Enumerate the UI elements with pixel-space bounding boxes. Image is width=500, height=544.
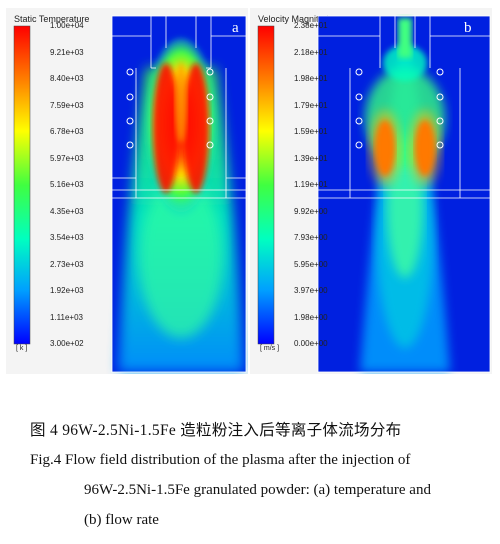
velocity-tick-label: 3.97e+00 xyxy=(294,286,328,295)
velocity-figure xyxy=(257,15,491,373)
velocity-tick-label: 1.79e+01 xyxy=(294,100,328,110)
velocity-tick-label: 1.98e+01 xyxy=(294,74,328,83)
panel-label-a: a xyxy=(232,20,239,36)
injector-holes-b xyxy=(355,68,444,149)
temperature-tick-label: 7.59e+03 xyxy=(50,100,84,110)
velocity-tick-label: 9.92e+00 xyxy=(294,206,328,216)
velocity-tick-label: 7.93e+00 xyxy=(294,233,328,242)
temperature-colorbar xyxy=(13,25,31,345)
caption-english-line-1: Fig.4 Flow field distribution of the pla… xyxy=(30,452,411,468)
velocity-tick-label: 2.18e+01 xyxy=(294,47,328,57)
velocity-tick-label: 2.38e+01 xyxy=(294,21,328,30)
temperature-tick-label: 1.11e+03 xyxy=(50,312,83,322)
temperature-tick-label: 3.54e+03 xyxy=(50,233,84,242)
velocity-panel: Velocity Magnitude xyxy=(250,8,492,374)
temperature-tick-label: 6.78e+03 xyxy=(50,127,84,136)
temperature-panel: Static Temperature xyxy=(6,8,248,374)
velocity-tick-label: 1.98e+00 xyxy=(294,312,328,322)
temperature-figure xyxy=(13,15,247,373)
temperature-tick-label: 2.73e+03 xyxy=(50,259,84,269)
velocity-colorbar xyxy=(257,25,275,345)
legend-title-temperature: Static Temperature xyxy=(14,14,90,24)
panel-label-b: b xyxy=(464,20,472,36)
caption-english-line-2: 96W-2.5Ni-1.5Fe granulated powder: (a) t… xyxy=(84,482,431,498)
temperature-unit: [ k ] xyxy=(16,345,28,352)
legend-title-velocity: Velocity Magnitude xyxy=(258,14,334,24)
injector-holes-a xyxy=(126,68,214,149)
temperature-tick-label: 5.97e+03 xyxy=(50,153,84,163)
caption-chinese: 图 4 96W-2.5Ni-1.5Fe 造粒粉注入后等离子体流场分布 xyxy=(30,422,402,439)
velocity-tick-label: 1.39e+01 xyxy=(294,153,328,163)
velocity-tick-label: 0.00e+00 xyxy=(294,339,328,348)
velocity-tick-label: 1.59e+01 xyxy=(294,127,328,136)
velocity-tick-label: 1.19e+01 xyxy=(294,180,328,189)
temperature-tick-label: 3.00e+02 xyxy=(50,339,84,348)
temperature-tick-label: 9.21e+03 xyxy=(50,47,84,57)
caption-english-line-3: (b) flow rate xyxy=(84,512,159,528)
temperature-tick-label: 8.40e+03 xyxy=(50,74,84,83)
temperature-tick-label: 1.92e+03 xyxy=(50,286,84,295)
temperature-tick-label: 4.35e+03 xyxy=(50,206,84,216)
temperature-tick-label: 1.00e+04 xyxy=(50,21,84,30)
velocity-tick-label: 5.95e+00 xyxy=(294,259,328,269)
temperature-tick-label: 5.16e+03 xyxy=(50,180,84,189)
velocity-unit: [ m/s ] xyxy=(260,345,280,352)
